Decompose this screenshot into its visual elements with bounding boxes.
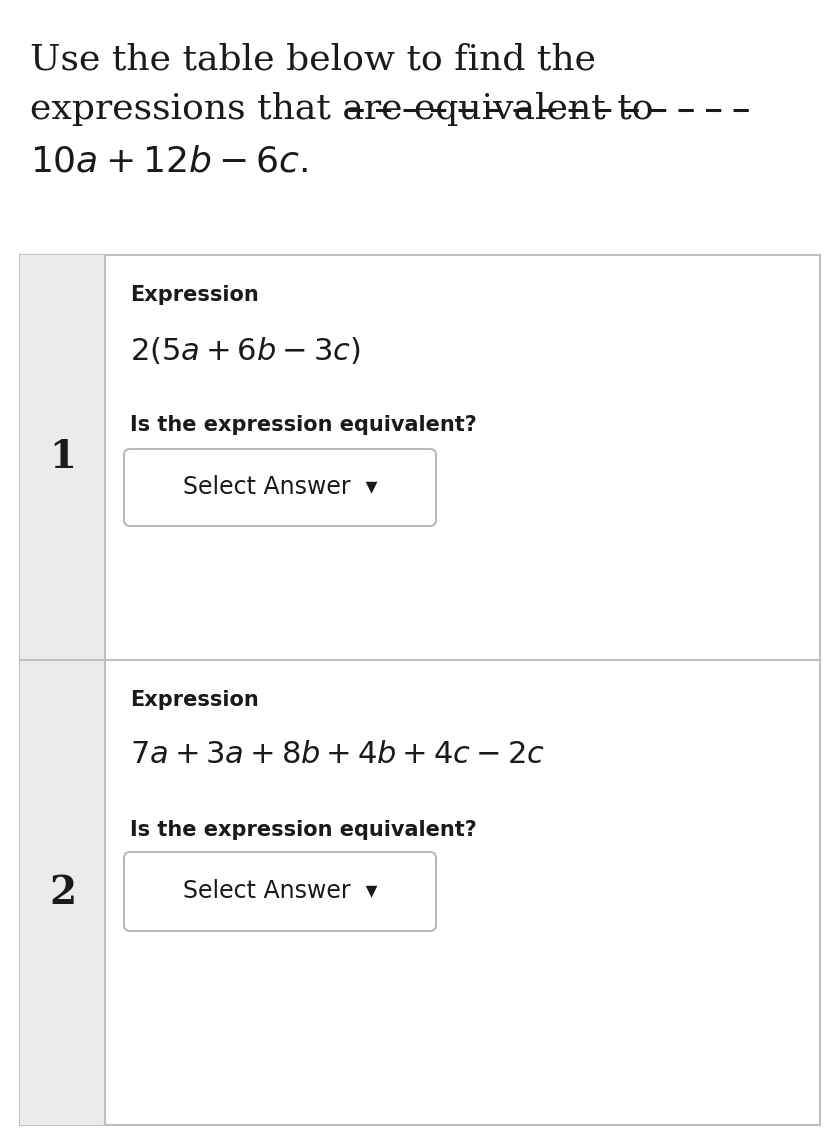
Text: $2(5a + 6b - 3c)$: $2(5a + 6b - 3c)$ [130,335,360,366]
Text: $\mathit{10a} + \mathit{12b} - \mathit{6c}.$: $\mathit{10a} + \mathit{12b} - \mathit{6… [30,145,308,179]
Text: Use the table below to find the: Use the table below to find the [30,42,595,75]
FancyBboxPatch shape [124,449,436,526]
Text: Is the expression equivalent?: Is the expression equivalent? [130,820,477,840]
Text: 2: 2 [48,873,76,911]
Bar [20,255,819,1125]
FancyBboxPatch shape [124,852,436,932]
Bar [20,255,104,660]
Bar [20,660,104,1125]
Text: $7a + 3a + 8b + 4b + 4c - 2c$: $7a + 3a + 8b + 4b + 4c - 2c$ [130,740,544,769]
Text: Is the expression equivalent?: Is the expression equivalent? [130,415,477,435]
Text: Expression: Expression [130,690,258,710]
Text: 1: 1 [49,439,76,477]
Text: Select Answer  ▾: Select Answer ▾ [182,879,377,903]
Text: Select Answer  ▾: Select Answer ▾ [182,475,377,499]
Text: expressions that are equivalent to: expressions that are equivalent to [30,91,653,126]
Text: Expression: Expression [130,285,258,305]
